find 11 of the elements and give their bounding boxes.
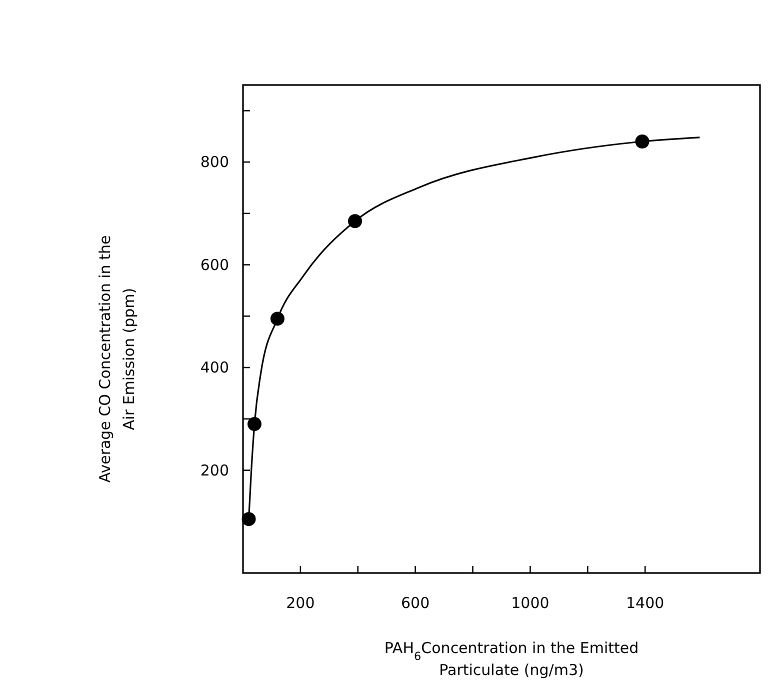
x-tick-label: 1000 [511, 594, 550, 612]
y-tick-label: 600 [200, 256, 229, 274]
y-tick-label: 800 [200, 153, 229, 172]
y-axis-title: Average CO Concentration in the Air Emission (ppm) [96, 235, 138, 483]
x-axis-title: PAH$_{6}$Concentration in the Emitted Particulate (ng/m3) [384, 639, 639, 679]
x-tick-label: 600 [401, 594, 430, 612]
point [242, 512, 256, 526]
x-tick-label: 1400 [626, 594, 664, 612]
y-tick-label: 200 [200, 461, 229, 480]
y-tick-label: 400 [200, 358, 229, 377]
x-tick-label: 200 [286, 594, 315, 612]
